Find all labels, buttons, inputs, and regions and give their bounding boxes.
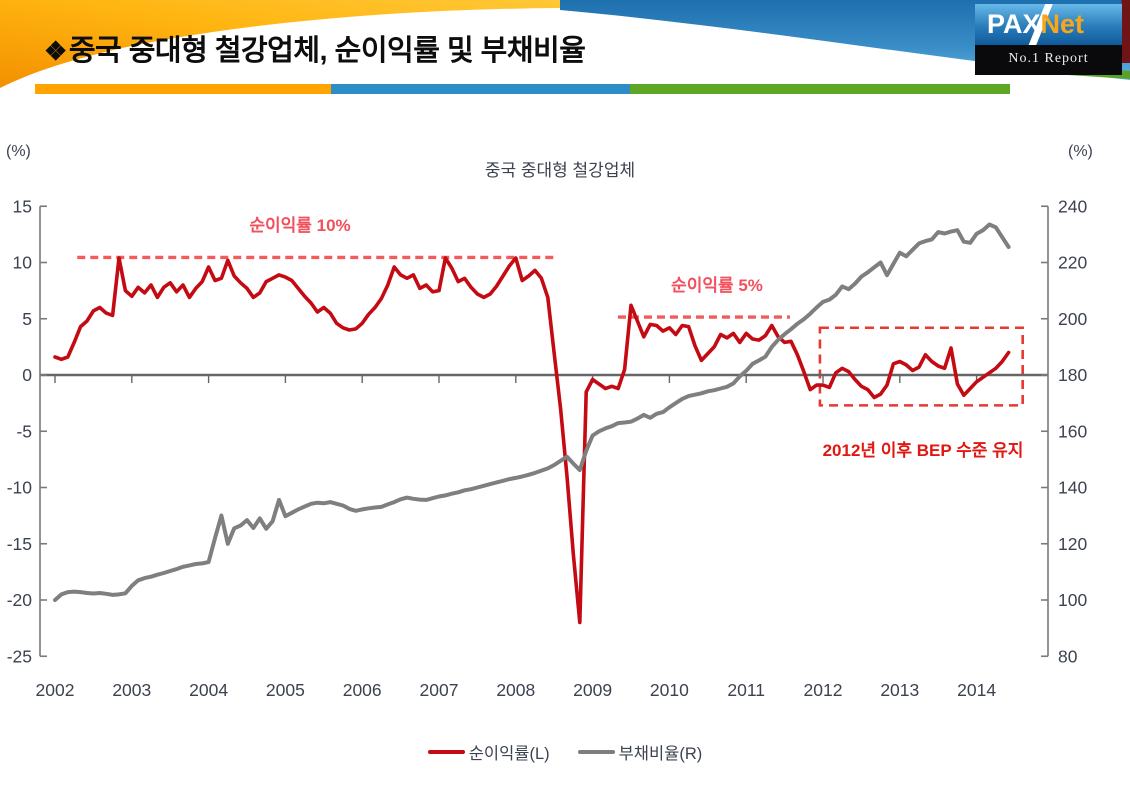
divider-bar <box>35 84 1010 94</box>
x-axis-label-2011: 2011 <box>727 680 765 700</box>
maroon-strip <box>1121 0 1130 63</box>
left-axis-label--5: -5 <box>16 421 32 441</box>
left-axis-label-5: 5 <box>22 309 32 329</box>
annotation-bep: 2012년 이후 BEP 수준 유지 <box>822 441 1024 460</box>
x-axis-label-2008: 2008 <box>496 680 535 700</box>
legend-item-profit: 순이익률(L) <box>427 740 550 764</box>
right-axis-label-220: 220 <box>1058 253 1087 273</box>
annotation-profit-10pct: 순이익률 10% <box>249 216 351 235</box>
paxnet-logo: PAXNet No.1 Report <box>975 4 1122 75</box>
orange-swoosh <box>0 0 562 88</box>
page-title: ❖중국 중대형 철강업체, 순이익률 및 부채비율 <box>44 27 586 69</box>
divider-bar-segment-0 <box>35 84 331 94</box>
left-axis-label--25: -25 <box>7 646 32 666</box>
left-axis-label-10: 10 <box>13 253 33 273</box>
right-axis-label-100: 100 <box>1058 590 1087 610</box>
left-axis-unit: (%) <box>6 143 31 160</box>
left-axis-label--10: -10 <box>7 478 33 498</box>
right-axis-label-80: 80 <box>1058 646 1078 666</box>
page-title-text: 중국 중대형 철강업체, 순이익률 및 부채비율 <box>68 35 586 67</box>
diamond-bullet-icon: ❖ <box>44 36 67 66</box>
right-axis-label-140: 140 <box>1058 478 1087 498</box>
x-axis-label-2007: 2007 <box>420 680 459 700</box>
logo-subtitle: No.1 Report <box>975 45 1122 75</box>
x-axis-label-2014: 2014 <box>957 680 996 700</box>
annotation-profit-5pct: 순이익률 5% <box>671 276 763 295</box>
x-axis-label-2009: 2009 <box>573 680 612 700</box>
bep-dashed-box <box>818 326 1024 407</box>
right-axis-label-180: 180 <box>1058 365 1087 385</box>
divider-bar-segment-2 <box>630 84 1010 94</box>
logo-pax: PAX <box>987 9 1041 39</box>
series-line-1 <box>53 222 1011 602</box>
x-axis-label-2012: 2012 <box>804 680 843 700</box>
x-axis-label-2006: 2006 <box>343 680 382 700</box>
logo-wordmark: PAXNet <box>987 9 1084 40</box>
right-axis-label-120: 120 <box>1058 534 1087 554</box>
x-axis-label-2005: 2005 <box>266 680 305 700</box>
x-axis-label-2002: 2002 <box>36 680 75 700</box>
logo-net: Net <box>1040 9 1085 39</box>
left-axis-label--15: -15 <box>7 534 32 554</box>
left-axis-label-0: 0 <box>22 365 32 385</box>
series-line-0 <box>53 256 1011 625</box>
legend-item-debt: 부채비율(R) <box>577 740 703 764</box>
profit-line-swatch <box>427 749 465 755</box>
right-axis-label-240: 240 <box>1058 196 1087 216</box>
x-axis-label-2013: 2013 <box>880 680 919 700</box>
left-axis-label-15: 15 <box>13 196 32 216</box>
x-axis-label-2010: 2010 <box>650 680 689 700</box>
legend-label-profit: 순이익률(L) <box>468 745 550 763</box>
right-axis-unit: (%) <box>1068 143 1093 160</box>
divider-bar-segment-1 <box>331 84 630 94</box>
left-axis-label--20: -20 <box>7 590 33 610</box>
x-axis-label-2004: 2004 <box>189 680 228 700</box>
right-axis-label-160: 160 <box>1058 421 1087 441</box>
debt-line-swatch <box>577 749 615 755</box>
x-axis-label-2003: 2003 <box>112 680 151 700</box>
legend-label-debt: 부채비율(R) <box>618 745 703 763</box>
chart-title: 중국 중대형 철강업체 <box>484 161 636 180</box>
right-axis-label-200: 200 <box>1058 309 1087 329</box>
chart-legend: 순이익률(L) 부채비율(R) <box>0 740 1130 764</box>
